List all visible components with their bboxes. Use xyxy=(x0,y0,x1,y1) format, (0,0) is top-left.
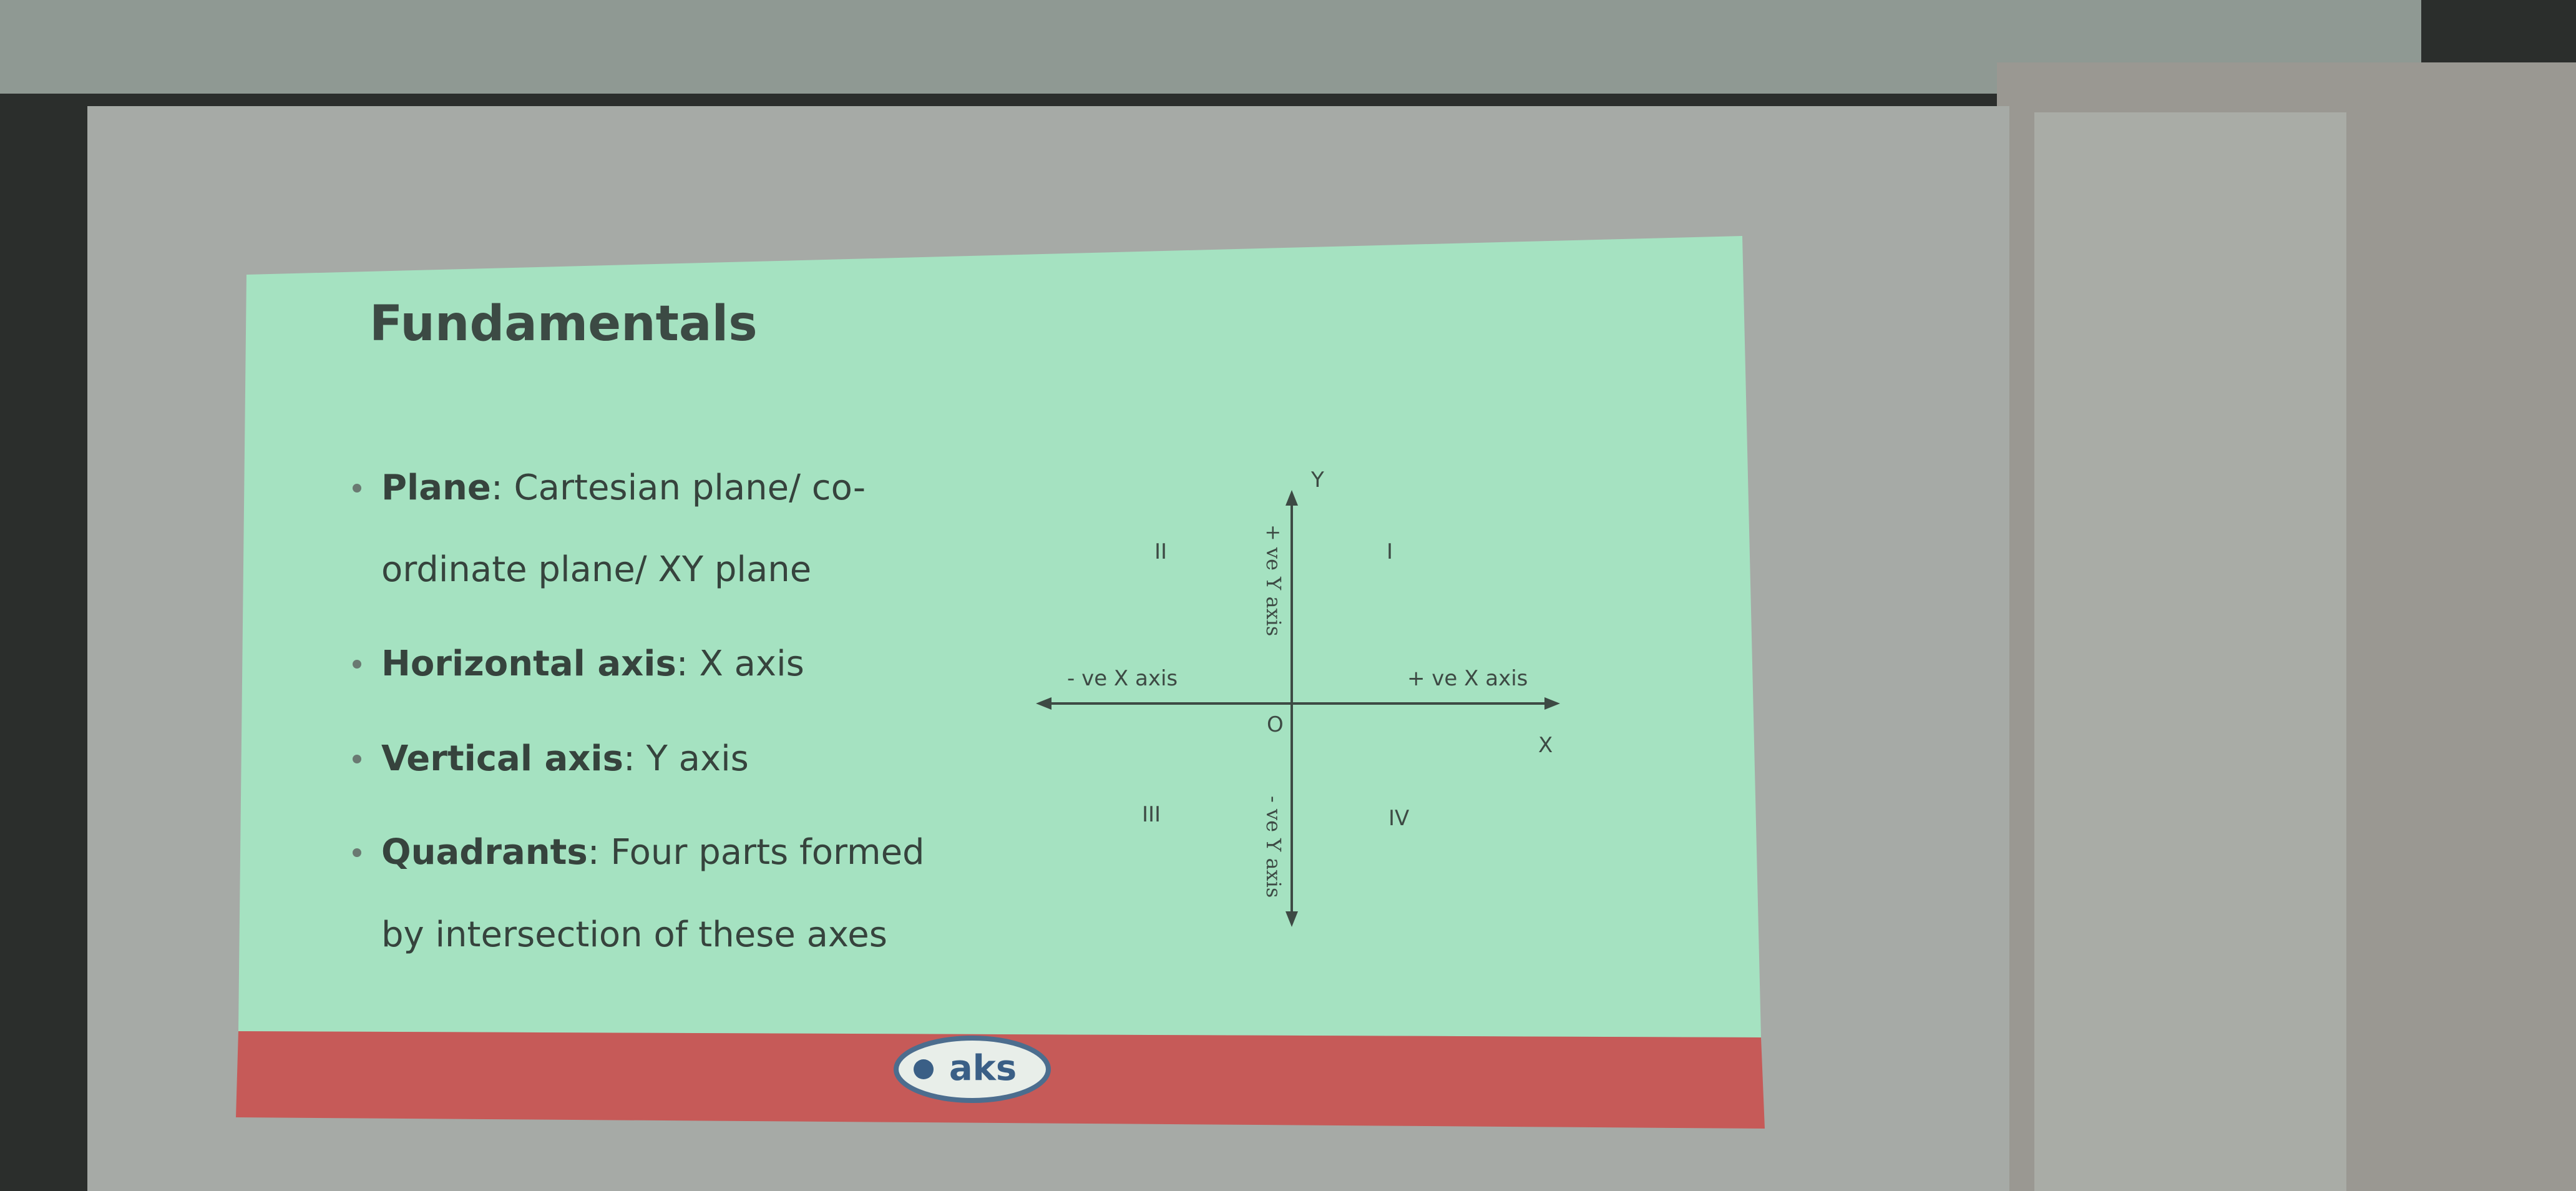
bullet-term: Quadrants xyxy=(381,832,588,873)
bullet-dot xyxy=(353,848,361,857)
axes-diagram: Y X O - ve X axis + ve X axis + ve Y axi… xyxy=(1036,468,1560,927)
logo-dot xyxy=(914,1059,934,1079)
quadrant-label: I xyxy=(1387,539,1393,564)
origin-label: O xyxy=(1267,712,1284,737)
bullet-term: Vertical axis xyxy=(381,738,623,779)
bullet-line: Vertical axis: Y axis xyxy=(381,738,749,779)
bullet-line: by intersection of these axes xyxy=(381,914,887,955)
bullet-line: ordinate plane/ XY plane xyxy=(381,549,811,590)
neg-y-label: - ve Y axis xyxy=(1262,796,1286,898)
logo-badge xyxy=(894,1036,1051,1103)
logo-text: aks xyxy=(949,1048,1017,1089)
bullet-term: Horizontal axis xyxy=(381,644,676,684)
bullet-dot xyxy=(353,660,361,669)
bullet-list: Plane: Cartesian plane/ co-ordinate plan… xyxy=(353,468,925,955)
arrow xyxy=(1036,697,1051,710)
quadrant-label: III xyxy=(1142,802,1161,827)
arrow xyxy=(1286,911,1298,927)
quadrant-label: IV xyxy=(1388,806,1409,831)
pos-y-label: + ve Y axis xyxy=(1262,524,1286,636)
bullet-line: Horizontal axis: X axis xyxy=(381,644,804,684)
bullet-line: Plane: Cartesian plane/ co- xyxy=(381,468,866,508)
bullet-text: by intersection of these axes xyxy=(381,914,887,955)
bullet-line: Quadrants: Four parts formed xyxy=(381,832,925,873)
y-label: Y xyxy=(1310,468,1324,493)
bullet-text: : X axis xyxy=(676,644,804,684)
bullet-dot xyxy=(353,484,361,493)
neg-x-label: - ve X axis xyxy=(1067,666,1178,691)
bullet-term: Plane xyxy=(381,468,491,508)
bullet-text: : Cartesian plane/ co- xyxy=(491,468,866,508)
side-panel xyxy=(2034,112,2346,1191)
arrow xyxy=(1286,490,1298,506)
bullet-text: ordinate plane/ XY plane xyxy=(381,549,811,590)
pos-x-label: + ve X axis xyxy=(1407,666,1528,691)
bullet-text: : Y axis xyxy=(623,738,749,779)
bullet-dot xyxy=(353,755,361,763)
x-label: X xyxy=(1538,733,1553,758)
slide xyxy=(238,236,1761,1037)
quadrant-label: II xyxy=(1154,539,1167,564)
bullet-text: : Four parts formed xyxy=(588,832,925,873)
slide-title: Fundamentals xyxy=(369,296,758,352)
arrow xyxy=(1544,697,1560,710)
